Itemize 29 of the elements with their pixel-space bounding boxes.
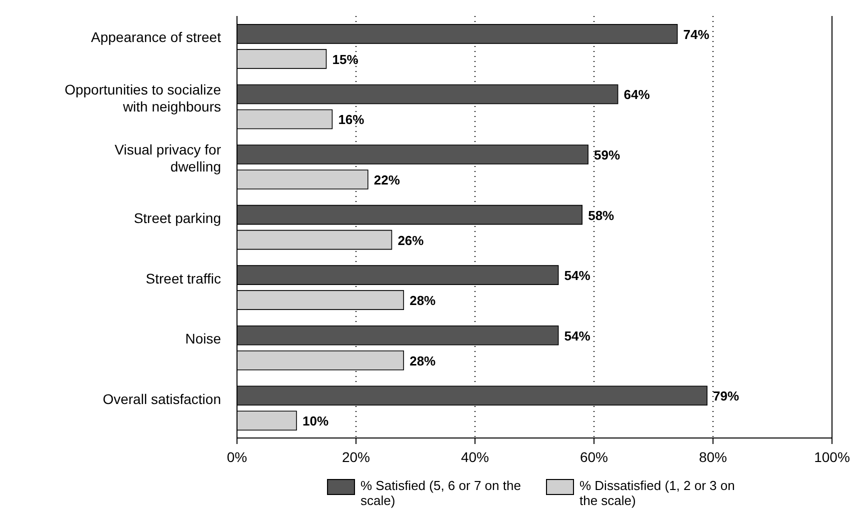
x-tick-label: 100% — [814, 448, 850, 465]
x-tick-label: 0% — [226, 448, 248, 465]
data-label: 79% — [713, 388, 740, 404]
data-label: 54% — [564, 328, 591, 344]
y-tick-label: Street traffic — [146, 270, 221, 286]
y-tick-label: Overall satisfaction — [102, 390, 221, 407]
data-label: 28% — [410, 293, 436, 308]
data-label: 16% — [338, 112, 365, 128]
y-tick-label: Noise — [185, 330, 222, 347]
data-label: 10% — [302, 414, 329, 429]
x-tick-label: 60% — [580, 448, 608, 465]
y-tick-label: Street parking — [134, 210, 221, 226]
data-label: 26% — [398, 232, 424, 248]
x-tick-label: 20% — [342, 448, 370, 465]
data-label: 74% — [683, 26, 710, 42]
data-label: 15% — [332, 52, 359, 67]
data-label: 64% — [624, 87, 650, 102]
y-tick-label: Visual privacy for dwelling — [114, 142, 222, 175]
data-label: 28% — [410, 353, 436, 368]
data-label: 59% — [594, 148, 621, 163]
y-tick-label: Appearance of street — [91, 29, 222, 46]
legend-label: % Dissatisfied (1, 2 or 3 on the scale) — [580, 478, 736, 508]
y-tick-label: Opportunities to socialize with neighbours — [64, 81, 222, 114]
x-tick-label: 80% — [698, 448, 728, 465]
data-label: 22% — [374, 172, 400, 188]
data-label: 54% — [564, 268, 591, 284]
x-tick-label: 40% — [460, 448, 490, 465]
legend-label: % Satisfied (5, 6 or 7 on the scale) — [360, 478, 522, 508]
data-label: 58% — [588, 208, 615, 223]
